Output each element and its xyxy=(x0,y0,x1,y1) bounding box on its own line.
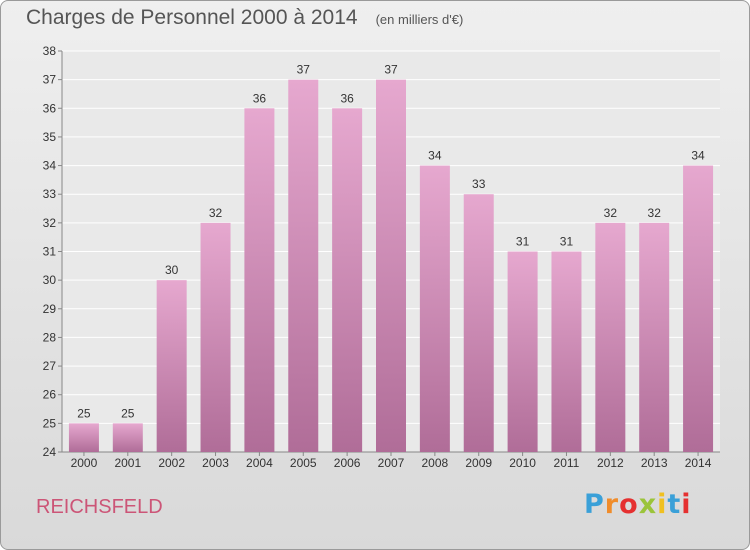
bar xyxy=(419,165,450,453)
y-tick-label: 36 xyxy=(43,101,57,115)
logo-letter: P xyxy=(584,489,605,520)
y-tick-label: 37 xyxy=(43,73,57,87)
bar xyxy=(463,194,494,452)
chart-title: Charges de Personnel 2000 à 2014 (en mill… xyxy=(26,6,463,30)
x-tick-label: 2002 xyxy=(158,456,185,470)
data-label: 25 xyxy=(77,406,91,420)
y-tick-label: 29 xyxy=(43,302,57,316)
x-tick-label: 2011 xyxy=(554,456,580,470)
bar xyxy=(156,280,187,452)
x-tick-label: 2001 xyxy=(114,456,141,470)
logo-letter: o xyxy=(619,489,639,520)
x-tick-label: 2009 xyxy=(465,456,492,470)
y-tick-label: 28 xyxy=(43,330,57,344)
y-tick-label: 26 xyxy=(43,388,57,402)
bar xyxy=(376,79,406,453)
bar xyxy=(683,165,714,453)
x-tick-label: 2003 xyxy=(202,456,229,470)
x-tick-label: 2005 xyxy=(290,456,317,470)
x-tick-label: 2008 xyxy=(422,456,449,470)
bar xyxy=(551,251,582,452)
logo-letter: r xyxy=(604,489,620,520)
y-tick-label: 27 xyxy=(43,359,57,373)
data-label: 37 xyxy=(384,63,398,77)
data-label: 34 xyxy=(691,149,705,163)
bar xyxy=(200,222,231,452)
data-label: 33 xyxy=(472,177,486,191)
logo-letter: i xyxy=(681,489,692,520)
chart-subtitle: (en milliers d'€) xyxy=(375,12,464,27)
y-tick-label: 35 xyxy=(43,130,57,144)
x-tick-label: 2004 xyxy=(246,456,273,470)
logo-letter: x xyxy=(638,489,658,520)
bar xyxy=(112,423,143,452)
x-tick-label: 2007 xyxy=(378,456,405,470)
x-tick-label: 2000 xyxy=(71,456,98,470)
bar xyxy=(68,423,99,452)
commune-name: REICHSFELD xyxy=(36,496,163,518)
y-tick-label: 24 xyxy=(43,445,57,459)
bar xyxy=(288,79,319,453)
bar xyxy=(244,108,275,453)
data-label: 37 xyxy=(297,63,311,77)
y-tick-label: 25 xyxy=(43,416,57,430)
data-label: 36 xyxy=(253,91,267,105)
y-tick-label: 38 xyxy=(43,44,57,58)
bar xyxy=(639,222,670,452)
proxiti-logo: Proxiti xyxy=(584,489,692,520)
data-label: 32 xyxy=(209,206,223,220)
y-tick-label: 31 xyxy=(43,245,57,259)
y-tick-label: 33 xyxy=(43,187,57,201)
bar xyxy=(507,251,538,452)
data-label: 32 xyxy=(648,206,662,220)
x-tick-label: 2014 xyxy=(685,456,712,470)
x-tick-label: 2010 xyxy=(509,456,536,470)
data-label: 25 xyxy=(121,406,135,420)
x-tick-label: 2012 xyxy=(597,456,624,470)
y-tick-label: 32 xyxy=(43,216,57,230)
chart-title-main: Charges de Personnel 2000 à 2014 xyxy=(26,6,358,29)
bar xyxy=(595,222,626,452)
bar xyxy=(332,108,363,453)
logo-letter: i xyxy=(657,489,668,520)
data-label: 34 xyxy=(428,149,442,163)
data-label: 31 xyxy=(516,235,530,249)
data-label: 32 xyxy=(604,206,618,220)
x-tick-label: 2013 xyxy=(641,456,668,470)
x-tick-label: 2006 xyxy=(334,456,361,470)
y-tick-label: 30 xyxy=(43,273,57,287)
data-label: 36 xyxy=(340,91,354,105)
logo-letter: t xyxy=(667,489,682,520)
y-tick-label: 34 xyxy=(43,159,57,173)
data-label: 30 xyxy=(165,263,179,277)
data-label: 31 xyxy=(560,235,574,249)
